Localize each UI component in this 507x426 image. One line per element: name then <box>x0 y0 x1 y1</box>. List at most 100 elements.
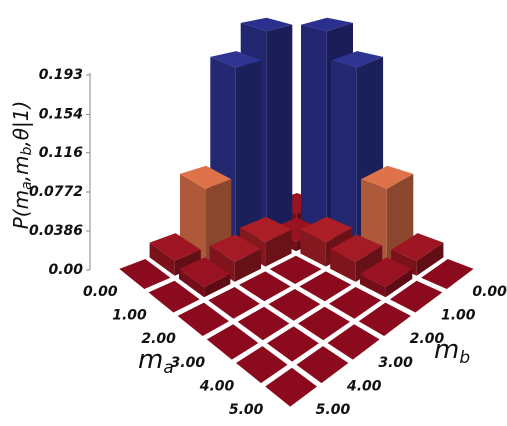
bar-top <box>360 257 413 287</box>
bar-top <box>298 306 350 341</box>
bar-top <box>149 233 201 261</box>
bar <box>421 259 474 289</box>
bar <box>358 302 411 336</box>
bar-top <box>210 51 262 68</box>
bar-side <box>179 268 205 298</box>
bar-top <box>358 302 411 336</box>
bar-top <box>237 306 290 341</box>
bar-top <box>209 234 261 262</box>
bar <box>236 346 288 384</box>
x-tick-label: 2.00 <box>141 331 176 347</box>
x-tick-label: 1.00 <box>112 308 147 324</box>
z-tick-label: 0.00 <box>48 262 83 278</box>
bar <box>299 271 352 302</box>
bar-top <box>301 17 353 32</box>
y-tick-label: 3.00 <box>378 355 413 371</box>
z-tick-label: 0.0386 <box>29 223 83 239</box>
bar-side <box>235 60 262 250</box>
bar <box>389 280 443 313</box>
y-label-part: m <box>434 335 459 365</box>
bar <box>268 289 321 321</box>
bar-top <box>270 217 323 242</box>
bar <box>298 306 350 341</box>
z-label-sub: a <box>19 181 35 190</box>
bar-top <box>327 324 380 360</box>
bar-top <box>421 259 474 289</box>
bar-side <box>300 229 326 267</box>
bar-top <box>299 271 352 302</box>
y-tick-label: 2.00 <box>410 331 445 347</box>
bar <box>360 257 413 298</box>
bar-top <box>296 346 349 384</box>
bar <box>206 324 259 360</box>
bar <box>327 324 380 360</box>
bar-top <box>239 271 291 302</box>
bar-top <box>206 324 259 360</box>
bar <box>267 326 319 362</box>
x-tick-label: 5.00 <box>229 402 264 418</box>
bar-top <box>329 287 382 319</box>
bar <box>179 257 231 298</box>
bar-side <box>385 268 413 298</box>
bar-top <box>269 255 322 284</box>
bar-side <box>360 274 386 298</box>
x-tick-label: 3.00 <box>171 355 206 371</box>
bar-side <box>266 24 293 237</box>
bar-top <box>236 346 288 384</box>
x-tick-label: 0.00 <box>83 284 118 300</box>
x-label-sub: a <box>163 358 173 378</box>
bar-top <box>300 216 353 243</box>
bar-side <box>234 249 261 282</box>
y-axis-label: mb <box>434 335 470 369</box>
x-label-part: m <box>138 345 163 375</box>
bar-top <box>267 326 319 362</box>
z-tick-label: 0.116 <box>39 145 84 161</box>
bar-top <box>177 302 229 336</box>
z-label-part: ,θ|1) <box>9 101 33 147</box>
bar-side <box>149 242 175 276</box>
y-tick-label: 4.00 <box>346 379 382 395</box>
bar <box>239 271 291 302</box>
z-axis-label: P(ma,mb,θ|1) <box>9 101 36 230</box>
bar-side <box>204 274 231 298</box>
bar-top <box>268 289 321 321</box>
bar-side <box>416 242 444 276</box>
bar-side <box>265 229 292 267</box>
bar <box>265 367 317 407</box>
z-tick-label: 0.0772 <box>29 184 83 200</box>
bar-top <box>240 17 293 32</box>
bar <box>177 302 229 336</box>
bar <box>237 306 290 341</box>
bar-side <box>330 249 356 282</box>
bar-top <box>330 234 383 262</box>
bar-top <box>119 259 171 289</box>
bar <box>329 287 382 319</box>
bar-top <box>179 257 231 287</box>
bar-top <box>148 280 200 313</box>
z-label-sub: b <box>19 146 35 155</box>
bar-top <box>265 367 317 407</box>
bar-side <box>301 24 327 237</box>
z-label-part: P(m <box>9 190 33 229</box>
bar-top <box>180 165 232 189</box>
bar-top <box>361 165 414 189</box>
bar-top <box>391 233 444 261</box>
bar-top <box>331 51 384 68</box>
y-label-sub: b <box>459 348 470 368</box>
bar-top <box>240 216 292 243</box>
bar <box>119 259 171 289</box>
y-tick-label: 1.00 <box>441 308 476 324</box>
y-tick-label: 5.00 <box>316 402 351 418</box>
z-tick-label: 0.193 <box>39 67 83 83</box>
x-tick-label: 4.00 <box>199 379 235 395</box>
bar-top <box>208 287 260 319</box>
bar-top <box>389 280 443 313</box>
bar-side <box>331 60 357 250</box>
bar <box>148 280 200 313</box>
y-tick-label: 0.00 <box>472 284 507 300</box>
z-tick-label: 0.154 <box>39 106 83 122</box>
z-label-part: ,m <box>9 155 33 181</box>
x-axis-label: ma <box>138 345 174 379</box>
bar <box>208 287 260 319</box>
